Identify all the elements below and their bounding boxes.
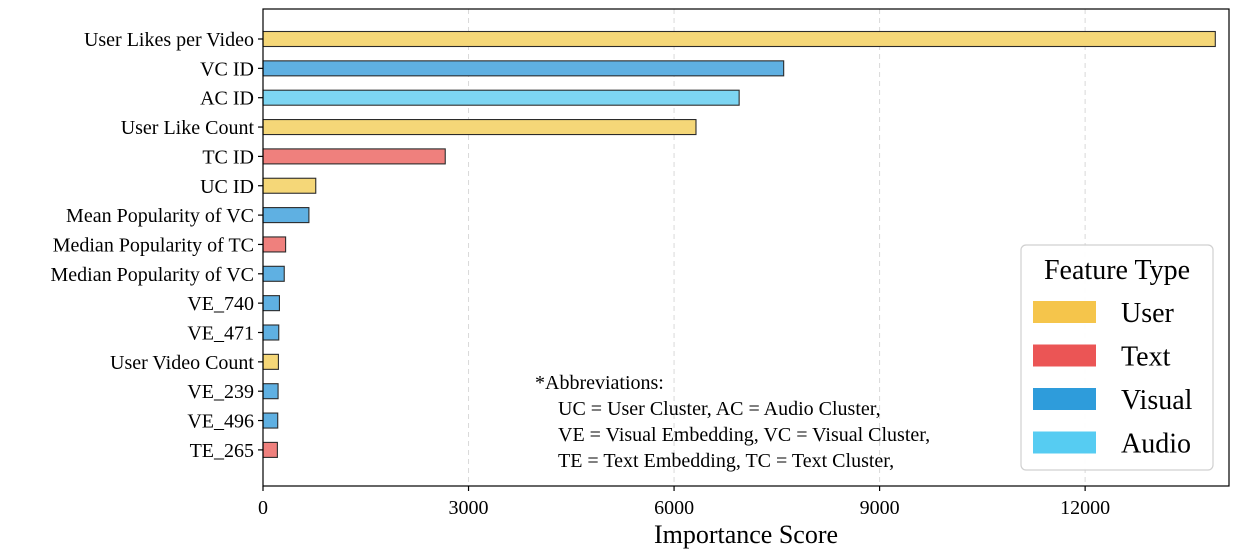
- category-label: VE_496: [187, 411, 254, 433]
- abbreviations-note: *Abbreviations: UC = User Cluster, AC = A…: [535, 372, 930, 472]
- category-label: VE_471: [187, 323, 254, 345]
- category-label: VE_239: [187, 381, 254, 403]
- legend-label-text: Text: [1121, 342, 1171, 373]
- bar-median-popularity-of-tc: [262, 236, 287, 253]
- legend-label-audio: Audio: [1121, 429, 1191, 460]
- legend-label-visual: Visual: [1121, 385, 1193, 416]
- category-label: VC ID: [200, 58, 254, 80]
- bar-te-265: [262, 441, 278, 458]
- legend: Feature Type User Text Visual Audio: [1020, 244, 1214, 471]
- legend-title: Feature Type: [1044, 255, 1190, 286]
- category-label: Median Popularity of VC: [50, 264, 254, 286]
- legend-swatch-audio: [1033, 431, 1096, 454]
- plot-frame: [262, 8, 1230, 487]
- bar-ve-471: [262, 324, 280, 341]
- category-label: Median Popularity of TC: [53, 234, 254, 256]
- note-heading: *Abbreviations:: [535, 372, 664, 394]
- x-tick-label: 12000: [1060, 497, 1110, 519]
- category-label: TE_265: [190, 440, 254, 462]
- legend-swatch-user: [1033, 301, 1096, 323]
- bar-mean-popularity-of-vc: [262, 207, 310, 224]
- category-label: User Video Count: [110, 352, 254, 374]
- x-axis-ticks: 0 3000 6000 9000 12000: [258, 486, 1110, 519]
- bar-ve-239: [262, 383, 279, 400]
- bar-ve-740: [262, 295, 280, 312]
- x-tick-label: 6000: [654, 497, 694, 519]
- bar-user-video-count: [262, 353, 279, 370]
- x-tick-label: 9000: [860, 497, 900, 519]
- category-label: AC ID: [200, 88, 254, 110]
- category-label: VE_740: [187, 293, 254, 315]
- legend-label-user: User: [1121, 298, 1175, 329]
- x-axis-title: Importance Score: [654, 520, 838, 549]
- x-tick-label: 0: [258, 497, 268, 519]
- category-label: TC ID: [202, 146, 254, 168]
- category-label: User Like Count: [121, 117, 255, 139]
- note-line: TE = Text Embedding, TC = Text Cluster,: [558, 450, 894, 472]
- bar-user-likes-per-video: [262, 30, 1216, 48]
- x-tick-label: 3000: [449, 497, 489, 519]
- note-line: VE = Visual Embedding, VC = Visual Clust…: [558, 424, 930, 446]
- note-line: UC = User Cluster, AC = Audio Cluster,: [558, 398, 881, 420]
- legend-swatch-text: [1033, 344, 1096, 367]
- category-label: User Likes per Video: [84, 29, 254, 51]
- category-labels: User Likes per Video VC ID AC ID User Like …: [50, 29, 263, 462]
- category-label: Mean Popularity of VC: [66, 205, 254, 227]
- legend-swatch-visual: [1033, 388, 1096, 410]
- bars: [262, 30, 1216, 458]
- bar-tc-id: [262, 148, 446, 165]
- bar-uc-id: [262, 177, 317, 194]
- bar-ac-id: [262, 89, 740, 106]
- bar-vc-id: [262, 60, 785, 77]
- bar-user-like-count: [262, 119, 697, 136]
- bar-median-popularity-of-vc: [262, 265, 285, 282]
- bar-ve-496: [262, 412, 279, 429]
- category-label: UC ID: [200, 176, 254, 198]
